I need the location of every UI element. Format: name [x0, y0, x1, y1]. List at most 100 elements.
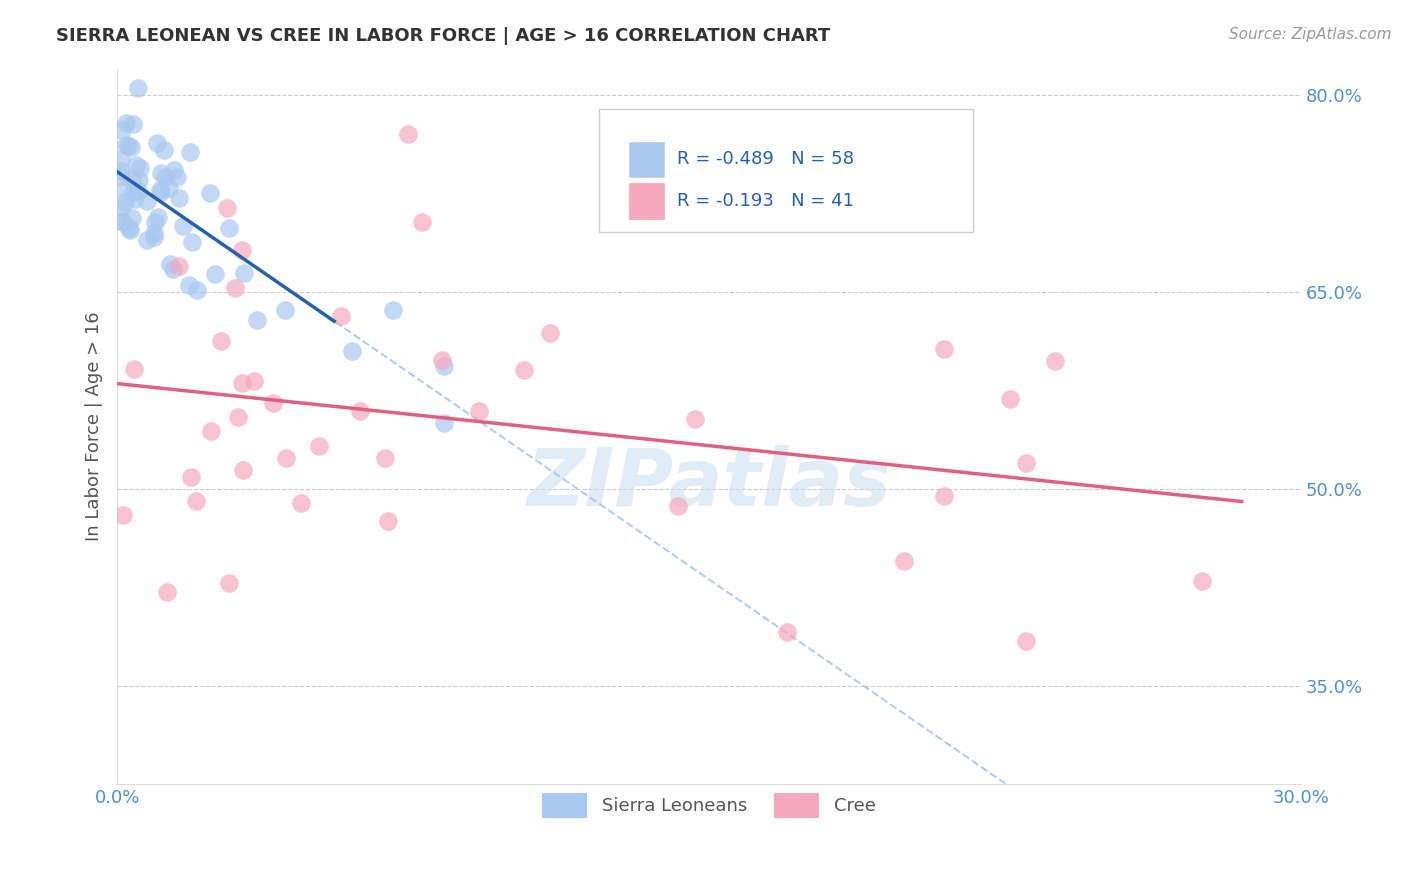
- Point: [142, 226, 165, 240]
- Point: [142, 230, 165, 244]
- Point: [111, 508, 134, 522]
- Point: [127, 80, 149, 95]
- Point: [136, 194, 159, 208]
- Point: [179, 278, 201, 293]
- Point: [129, 161, 152, 176]
- Point: [218, 576, 240, 591]
- Point: [118, 222, 141, 236]
- Point: [411, 215, 433, 229]
- Text: Source: ZipAtlas.com: Source: ZipAtlas.com: [1229, 27, 1392, 42]
- Point: [513, 363, 536, 377]
- Point: [118, 221, 141, 235]
- Point: [162, 262, 184, 277]
- Point: [166, 170, 188, 185]
- Point: [121, 211, 143, 225]
- Point: [218, 220, 240, 235]
- Point: [204, 267, 226, 281]
- Point: [432, 416, 454, 430]
- Point: [152, 144, 174, 158]
- Point: [215, 202, 238, 216]
- Point: [340, 344, 363, 359]
- Point: [262, 396, 284, 410]
- Point: [148, 183, 170, 197]
- Point: [110, 169, 132, 183]
- Point: [432, 359, 454, 373]
- Point: [467, 404, 489, 418]
- Point: [231, 376, 253, 391]
- Point: [167, 259, 190, 273]
- Point: [377, 514, 399, 528]
- Point: [114, 195, 136, 210]
- Point: [396, 127, 419, 141]
- Point: [111, 122, 134, 136]
- Point: [224, 281, 246, 295]
- Point: [114, 138, 136, 153]
- Point: [243, 374, 266, 388]
- Point: [128, 172, 150, 186]
- Point: [120, 139, 142, 153]
- Point: [112, 215, 135, 229]
- Point: [685, 411, 707, 425]
- Point: [932, 342, 955, 356]
- Point: [110, 202, 132, 216]
- Point: [209, 334, 232, 348]
- Point: [231, 243, 253, 257]
- Point: [232, 266, 254, 280]
- Point: [153, 170, 176, 185]
- Point: [184, 494, 207, 508]
- Point: [146, 136, 169, 151]
- Point: [538, 326, 561, 341]
- FancyBboxPatch shape: [599, 110, 973, 232]
- Point: [150, 185, 173, 199]
- Point: [110, 164, 132, 178]
- Point: [179, 145, 201, 159]
- Point: [145, 214, 167, 228]
- Point: [330, 309, 353, 323]
- Point: [136, 233, 159, 247]
- Point: [200, 424, 222, 438]
- Y-axis label: In Labor Force | Age > 16: In Labor Force | Age > 16: [86, 311, 103, 541]
- Point: [150, 166, 173, 180]
- Point: [121, 185, 143, 199]
- Point: [374, 450, 396, 465]
- Point: [226, 409, 249, 424]
- Point: [163, 162, 186, 177]
- Point: [1191, 574, 1213, 588]
- Point: [125, 158, 148, 172]
- Point: [157, 181, 180, 195]
- Point: [246, 313, 269, 327]
- Point: [117, 139, 139, 153]
- Point: [893, 553, 915, 567]
- Text: R = -0.193   N = 41: R = -0.193 N = 41: [678, 192, 853, 210]
- Point: [159, 257, 181, 271]
- Point: [198, 186, 221, 201]
- Point: [186, 284, 208, 298]
- Text: ZIPatlas: ZIPatlas: [526, 445, 891, 523]
- Text: SIERRA LEONEAN VS CREE IN LABOR FORCE | AGE > 16 CORRELATION CHART: SIERRA LEONEAN VS CREE IN LABOR FORCE | …: [56, 27, 831, 45]
- Point: [381, 302, 404, 317]
- Legend: Sierra Leoneans, Cree: Sierra Leoneans, Cree: [536, 786, 883, 825]
- Point: [349, 404, 371, 418]
- Point: [112, 183, 135, 197]
- Point: [776, 625, 799, 640]
- Point: [1015, 456, 1038, 470]
- Point: [998, 392, 1021, 407]
- Point: [430, 352, 453, 367]
- Point: [156, 585, 179, 599]
- Point: [274, 302, 297, 317]
- Point: [290, 496, 312, 510]
- Point: [115, 116, 138, 130]
- Point: [934, 489, 956, 503]
- Point: [121, 173, 143, 187]
- Point: [181, 235, 204, 249]
- Point: [1043, 353, 1066, 368]
- Point: [232, 463, 254, 477]
- Point: [127, 184, 149, 198]
- Point: [180, 470, 202, 484]
- Point: [172, 219, 194, 233]
- Point: [110, 213, 132, 227]
- FancyBboxPatch shape: [628, 183, 664, 219]
- Point: [122, 117, 145, 131]
- Point: [1015, 634, 1038, 648]
- Point: [124, 192, 146, 206]
